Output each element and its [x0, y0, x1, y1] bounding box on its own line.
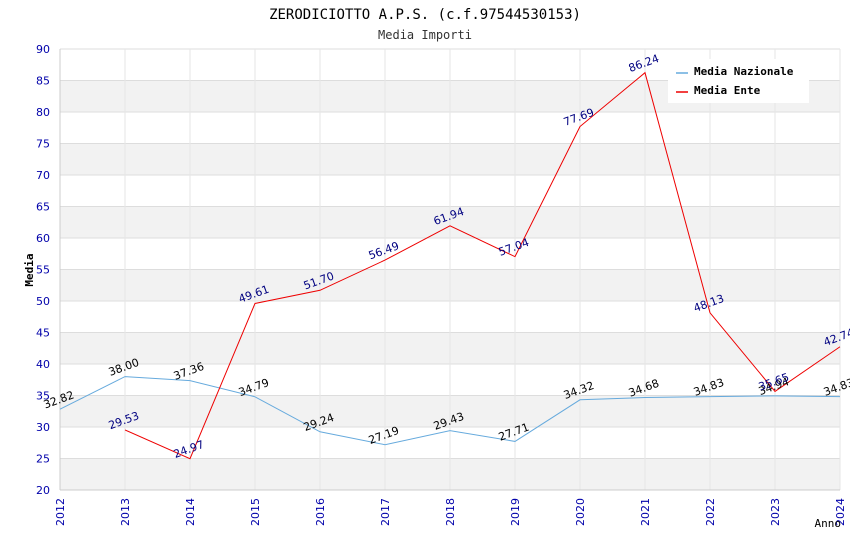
x-tick-label: 2019 — [509, 498, 522, 526]
x-tick-label: 2023 — [769, 498, 782, 526]
y-tick-label: 65 — [36, 201, 50, 214]
y-axis-title: Media — [23, 253, 36, 286]
x-tick-label: 2020 — [574, 498, 587, 526]
y-tick-labels: 20 25 30 35 40 45 50 55 60 65 70 75 80 85 90 — [36, 43, 50, 497]
series-line-nazionale — [59, 376, 841, 446]
y-tick-label: 40 — [36, 358, 50, 371]
series-line-ente — [124, 71, 841, 460]
y-tick-label: 90 — [36, 43, 50, 56]
legend-label-ente: Media Ente — [694, 84, 761, 97]
x-tick-label: 2024 — [834, 498, 847, 526]
y-tick-label: 25 — [36, 453, 50, 466]
chart-title: ZERODICIOTTO A.P.S. (c.f.97544530153) — [269, 7, 581, 23]
x-tick-label: 2022 — [704, 498, 717, 526]
chart-subtitle: Media Importi — [378, 28, 472, 42]
y-tick-label: 80 — [36, 106, 50, 119]
legend-label-nazionale: Media Nazionale — [694, 65, 794, 78]
y-tick-label: 30 — [36, 421, 50, 434]
y-tick-label: 45 — [36, 327, 50, 340]
axes — [59, 49, 840, 491]
grid-lines — [59, 48, 841, 491]
y-tick-label: 20 — [36, 484, 50, 497]
y-tick-label: 50 — [36, 295, 50, 308]
x-tick-label: 2013 — [119, 498, 132, 526]
series-lines — [59, 71, 841, 460]
y-tick-label: 60 — [36, 232, 50, 245]
x-tick-label: 2021 — [639, 498, 652, 526]
y-tick-label: 75 — [36, 138, 50, 151]
legend-box — [668, 59, 809, 103]
x-axis-title: Anno — [815, 517, 842, 530]
y-tick-label: 85 — [36, 75, 50, 88]
x-tick-label: 2015 — [249, 498, 262, 526]
y-tick-label: 70 — [36, 169, 50, 182]
x-tick-label: 2017 — [379, 498, 392, 526]
y-tick-label: 35 — [36, 390, 50, 403]
legend: Media Nazionale Media Ente — [668, 59, 809, 103]
x-tick-label: 2018 — [444, 498, 457, 526]
y-tick-label: 55 — [36, 264, 50, 277]
x-tick-label: 2012 — [54, 498, 67, 526]
x-tick-label: 2014 — [184, 498, 197, 526]
x-tick-label: 2016 — [314, 498, 327, 526]
x-tick-labels: 2012 2013 2014 2015 2016 2017 2018 2019 2020 2021… — [54, 498, 847, 526]
